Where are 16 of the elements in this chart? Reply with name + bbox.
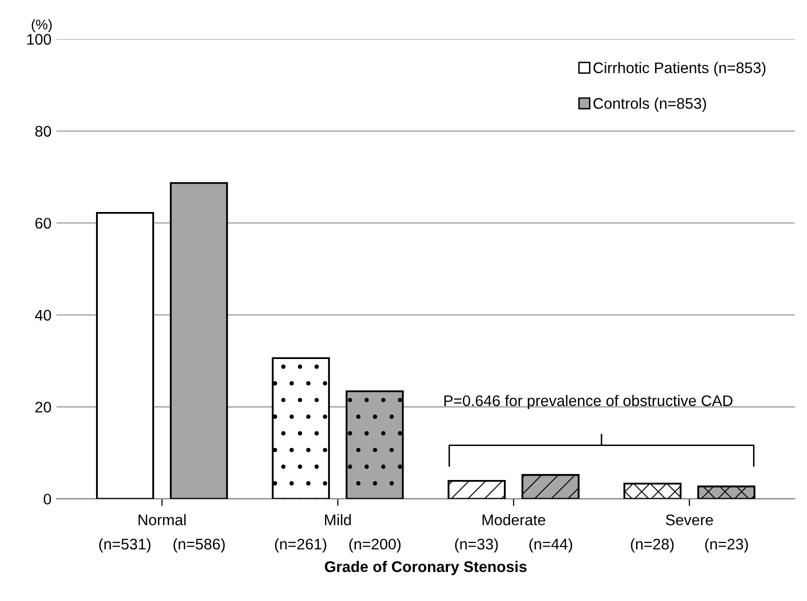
y-tick-label: 80 (35, 126, 52, 137)
y-tick-label: 60 (35, 218, 52, 229)
x-tick-label: Normal (n=531) (n=586) (99, 514, 225, 553)
x-tick-label: Moderate (n=33) (n=44) (455, 514, 572, 553)
y-axis-title: (%) (32, 19, 52, 32)
bar (96, 212, 154, 499)
y-tick-label: 20 (35, 402, 52, 413)
legend-label: Cirrhotic Patients (n=853) (594, 62, 766, 76)
legend-label: Controls (n=853) (594, 98, 706, 112)
y-tick-label: 100 (27, 34, 52, 45)
x-axis-title: Grade of Coronary Stenosis (324, 560, 527, 576)
annotation: P=0.646 for prevalence of obstructive CAD (444, 394, 732, 410)
y-tick-label: 40 (34, 310, 52, 321)
x-tick-label: Severe (n=28) (n=23) (630, 514, 748, 553)
y-tick-label: 0 (44, 494, 52, 505)
x-tick-label: Mild (n=261) (n=200) (275, 514, 401, 553)
